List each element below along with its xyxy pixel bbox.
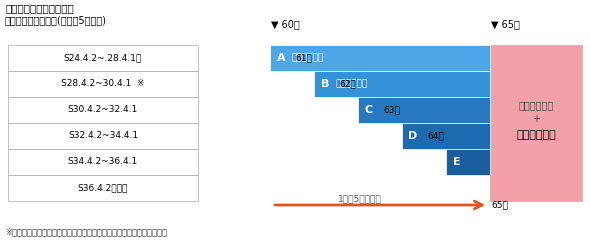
Bar: [8, 123, 198, 149]
Text: 老齢基礎年金: 老齢基礎年金: [516, 130, 556, 140]
Text: 63歳: 63歳: [383, 106, 400, 114]
Text: A: A: [277, 53, 286, 63]
Text: E: E: [453, 157, 461, 167]
Text: +: +: [532, 114, 540, 124]
Bar: [8, 97, 198, 123]
Text: D: D: [408, 131, 418, 141]
Bar: [314, 71, 490, 97]
Bar: [358, 97, 490, 123]
Text: ▼ 60歳: ▼ 60歳: [271, 19, 300, 29]
Text: S36.4.2以降生: S36.4.2以降生: [78, 184, 128, 192]
Text: S28.4.2~30.4.1  ※: S28.4.2~30.4.1 ※: [61, 80, 145, 88]
Text: 老齢厚生年金: 老齢厚生年金: [519, 100, 553, 110]
Text: 報酬比例部分: 報酬比例部分: [292, 54, 325, 62]
Bar: [8, 45, 198, 71]
Text: 61歳: 61歳: [295, 54, 312, 62]
Bar: [446, 149, 490, 175]
Text: 報酬比例部分: 報酬比例部分: [336, 80, 368, 88]
Bar: [402, 123, 490, 149]
Text: 62歳: 62歳: [339, 80, 356, 88]
Bar: [8, 175, 198, 201]
Text: 65歳: 65歳: [491, 200, 508, 209]
Bar: [8, 71, 198, 97]
Text: 1年～5年間空白: 1年～5年間空白: [338, 194, 382, 203]
Text: S32.4.2~34.4.1: S32.4.2~34.4.1: [68, 132, 138, 140]
Bar: [8, 149, 198, 175]
Text: C: C: [365, 105, 373, 115]
Bar: [490, 45, 582, 201]
Text: B: B: [321, 79, 329, 89]
Text: S24.4.2~.28.4.1生: S24.4.2~.28.4.1生: [64, 54, 142, 62]
Text: 厚生年金の受給開始年齢: 厚生年金の受給開始年齢: [5, 3, 74, 13]
Text: 64歳: 64歳: [427, 132, 444, 140]
Text: ▼ 65歳: ▼ 65歳: [491, 19, 520, 29]
Bar: [270, 45, 490, 71]
Text: S30.4.2~32.4.1: S30.4.2~32.4.1: [68, 106, 138, 114]
Text: 生年月日　（男性）(女性は5年遅れ): 生年月日 （男性）(女性は5年遅れ): [5, 15, 107, 25]
Text: S34.4.2~36.4.1: S34.4.2~36.4.1: [68, 158, 138, 166]
Text: ※共済年金は、男女とも厚生年金の男性の生年月日と同じ支給開始年齢: ※共済年金は、男女とも厚生年金の男性の生年月日と同じ支給開始年齢: [5, 227, 167, 236]
